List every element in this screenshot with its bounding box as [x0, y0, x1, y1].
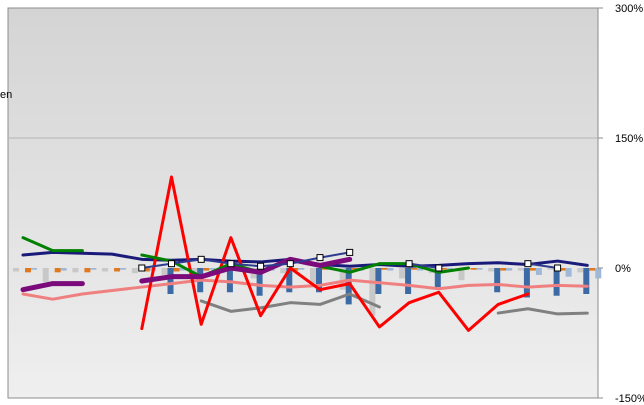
series-point — [197, 255, 205, 263]
series-line — [20, 281, 85, 293]
bar — [209, 268, 216, 270]
bar — [322, 268, 328, 270]
y-tick-label: -150% — [615, 393, 644, 405]
bar — [440, 268, 447, 270]
bar — [351, 268, 358, 270]
bar — [90, 268, 97, 270]
bar — [523, 268, 530, 298]
series-point — [405, 260, 413, 268]
bar — [131, 268, 138, 274]
bar — [583, 268, 590, 294]
bar — [114, 268, 121, 272]
series-line — [408, 262, 440, 269]
bar — [286, 268, 293, 293]
bar — [54, 268, 61, 273]
bar — [434, 268, 441, 288]
bar — [42, 268, 49, 282]
bar — [167, 268, 174, 294]
bar — [280, 268, 287, 274]
bar — [375, 268, 382, 294]
series-line — [21, 236, 84, 253]
bar — [547, 268, 554, 270]
bar — [292, 268, 299, 271]
series-point — [524, 260, 532, 268]
y-tick-label: 300% — [615, 3, 643, 15]
bar — [345, 268, 352, 305]
series-line — [139, 256, 353, 284]
series-point — [168, 260, 175, 268]
bar — [298, 268, 305, 270]
bar — [565, 268, 572, 277]
bar — [226, 268, 233, 293]
bar — [506, 268, 513, 271]
bar — [589, 268, 596, 271]
series-point — [316, 254, 324, 262]
bar — [72, 268, 79, 273]
series-point — [227, 260, 235, 268]
bar — [494, 268, 501, 293]
series-line — [21, 278, 589, 301]
series-point — [286, 260, 294, 268]
bar — [13, 268, 19, 272]
series-point — [257, 262, 265, 270]
bar — [84, 268, 91, 273]
series-line — [496, 307, 589, 316]
series-line — [140, 251, 351, 269]
bar — [529, 268, 536, 271]
bar — [399, 268, 406, 279]
series-point — [554, 264, 562, 272]
series-line — [199, 292, 381, 313]
left-fragment-label: en — [0, 89, 12, 101]
bar — [60, 268, 67, 271]
bar — [25, 268, 31, 273]
series-point — [435, 264, 443, 272]
bar — [535, 268, 542, 275]
line-series-group — [20, 175, 589, 332]
bar — [458, 268, 465, 281]
bar — [179, 268, 186, 271]
bar — [577, 268, 584, 273]
y-tick-label: 0% — [615, 263, 631, 275]
bar — [446, 268, 453, 270]
bar — [500, 268, 507, 271]
bar — [595, 268, 602, 279]
y-axis: 300% 150% 0% -150% — [598, 3, 644, 405]
bar — [553, 268, 560, 296]
bar — [470, 268, 477, 270]
bar — [143, 268, 150, 272]
series-point — [346, 248, 354, 256]
bar — [369, 268, 376, 316]
bar — [102, 268, 109, 272]
series-point — [138, 264, 146, 272]
bar — [191, 268, 198, 274]
bar — [310, 268, 316, 284]
bar — [339, 268, 346, 290]
series-line — [140, 175, 530, 332]
plot-area — [7, 7, 599, 399]
bar — [173, 268, 180, 272]
bar — [387, 268, 394, 271]
bar — [405, 268, 412, 294]
bar — [31, 268, 37, 270]
bar — [488, 268, 495, 272]
bar — [120, 268, 127, 270]
bar — [316, 268, 322, 293]
bar — [417, 268, 424, 271]
y-tick-label: 150% — [615, 133, 643, 145]
bar — [381, 268, 388, 270]
bar — [256, 268, 263, 296]
bar — [411, 268, 418, 270]
bar — [161, 268, 168, 275]
bar — [517, 268, 524, 271]
bar — [203, 268, 210, 271]
bar — [476, 268, 483, 270]
bar — [559, 268, 566, 271]
series-line — [526, 262, 559, 269]
